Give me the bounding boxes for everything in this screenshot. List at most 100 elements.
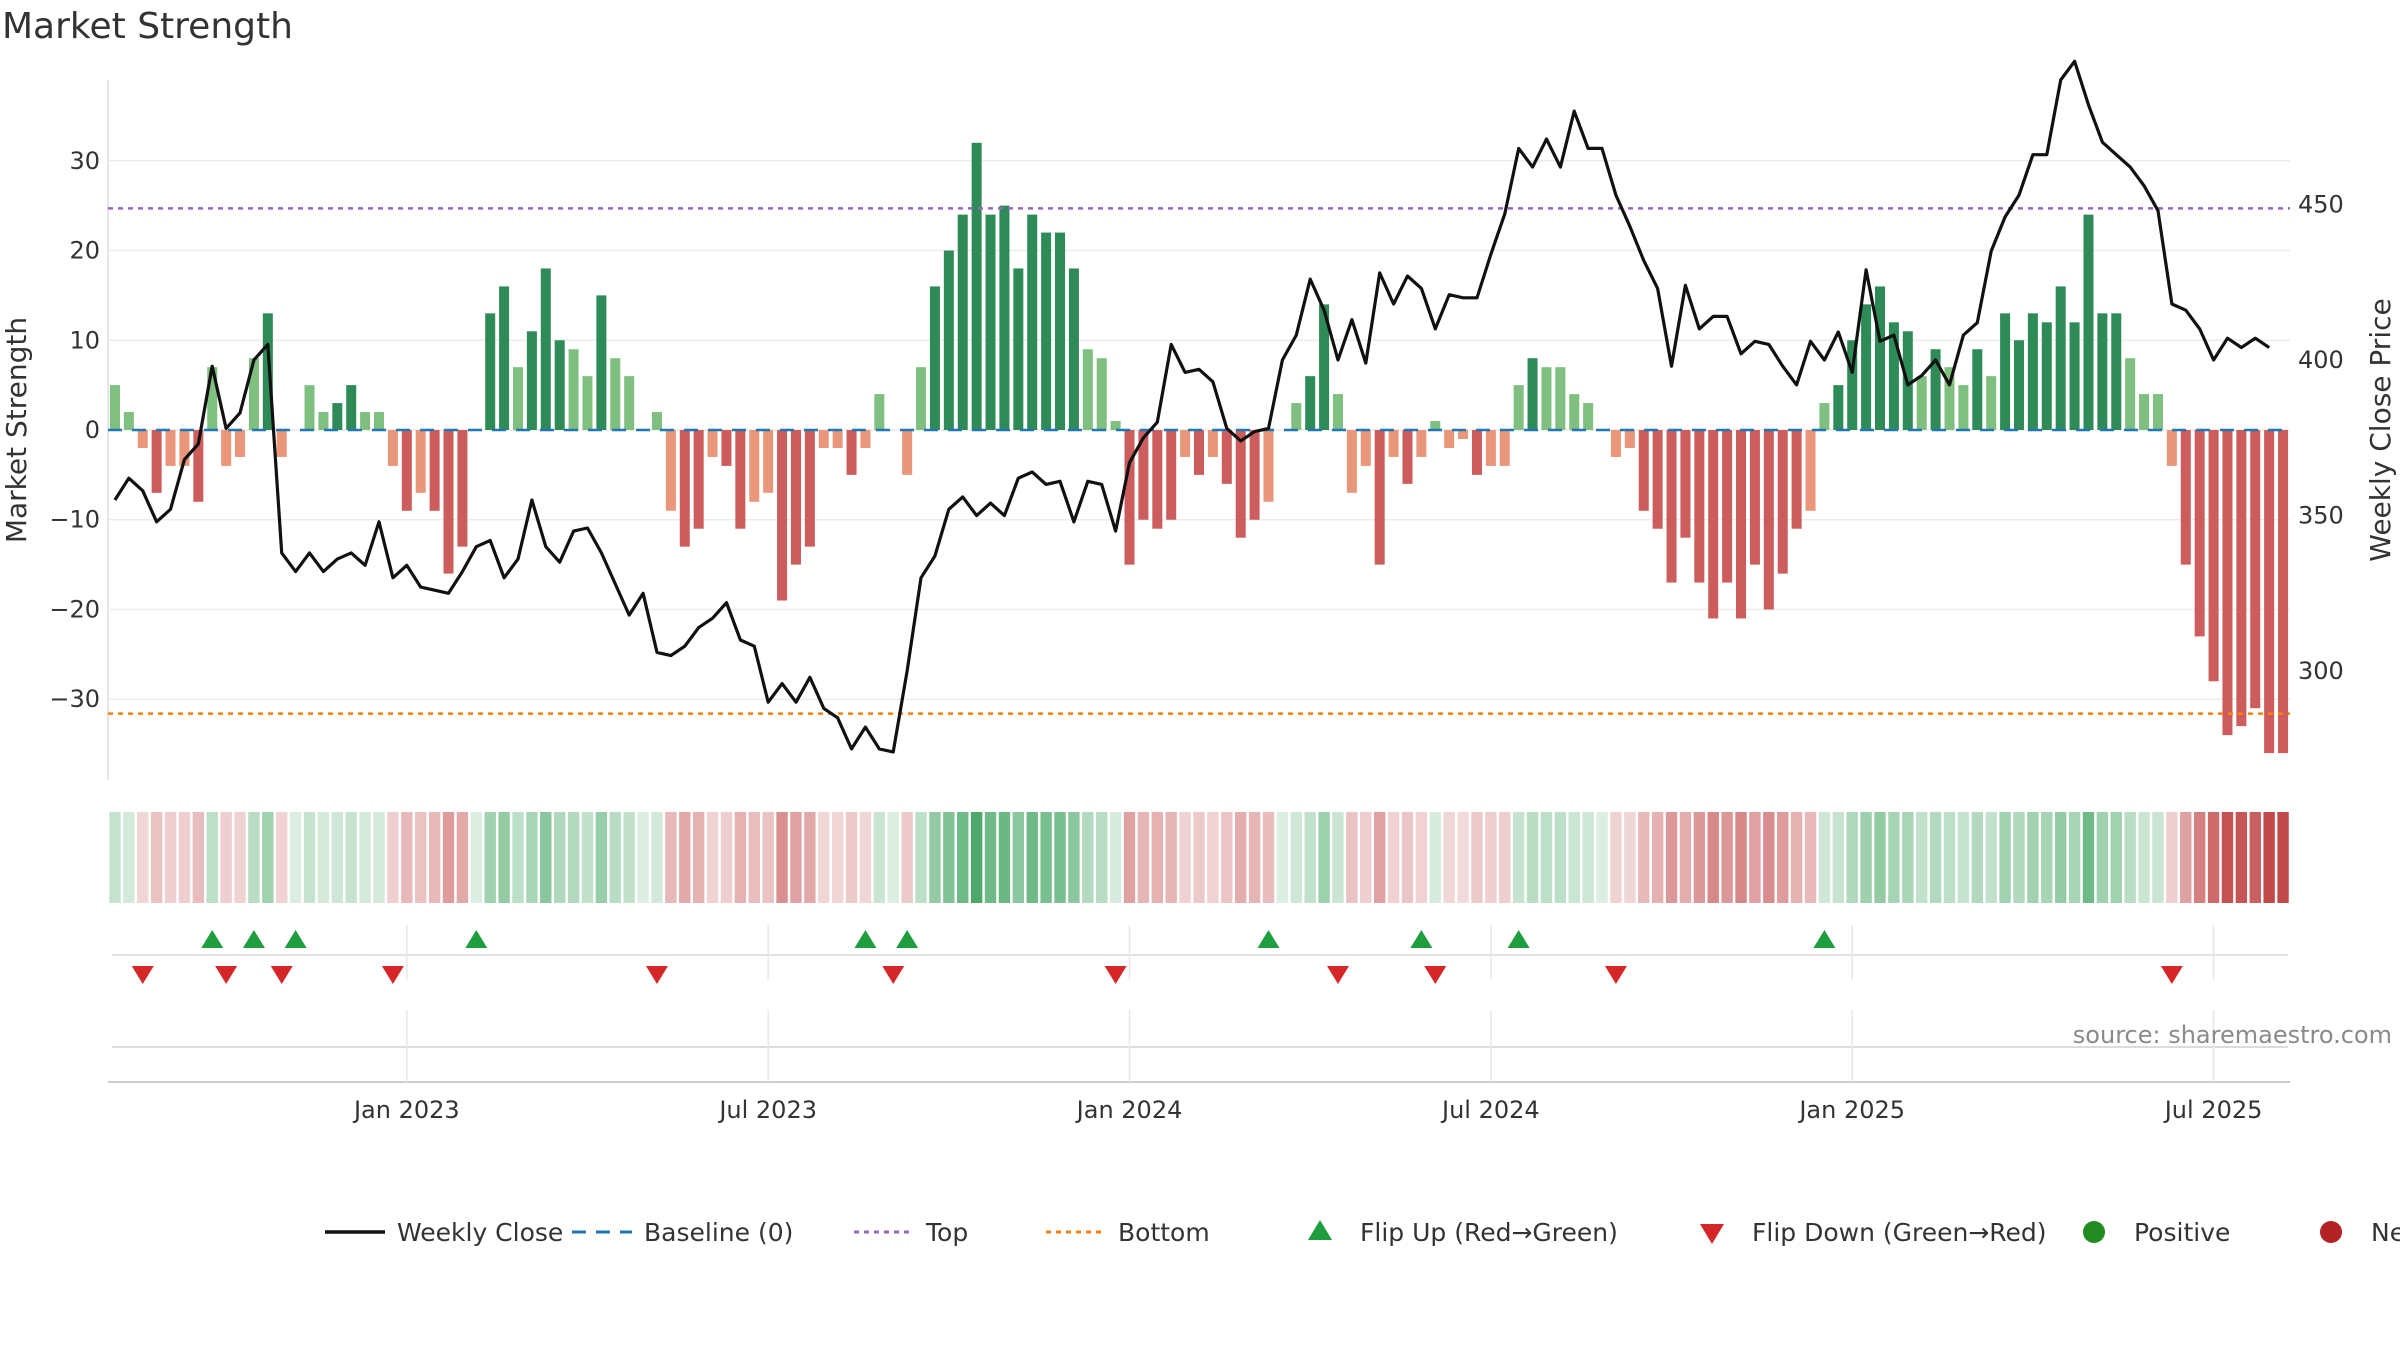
strength-bar [1541,367,1552,430]
strength-bar [707,430,718,457]
strength-bar [1847,340,1858,430]
right-tick-label: 400 [2298,346,2344,374]
heatmap-cell [1248,812,1261,903]
heatmap-cell [929,812,941,903]
strength-bar [1138,430,1149,520]
strength-bar [721,430,732,466]
heatmap-cell [178,812,191,903]
legend-label: Negative [2371,1218,2400,1247]
flip-down-marker [215,966,238,984]
strength-bar [2125,358,2136,430]
strength-bar [916,367,927,430]
strength-bar [374,412,385,430]
heatmap-cell [359,812,371,903]
heatmap-cell [387,812,399,903]
heatmap-cell [470,812,482,903]
heatmap-cell [1957,812,1970,903]
strength-bar [1013,268,1024,430]
heatmap-cell [1638,812,1650,903]
heatmap-cell [553,812,566,903]
heatmap-cell [206,812,218,903]
heatmap-cell [1777,812,1789,903]
flip-up-marker [896,930,919,948]
strength-bar [2236,430,2247,727]
strength-bar [1958,385,1969,430]
strength-bar [790,430,801,565]
flip-up-marker [1813,930,1836,948]
weekly-close-polyline [113,59,2271,754]
strength-bar [651,412,662,430]
legend-label: Flip Down (Green→Red) [1752,1218,2047,1247]
strength-bar [2208,430,2219,682]
heatmap-cell [137,812,149,903]
strength-bar [2222,430,2233,736]
strength-bar [1666,430,1677,583]
heatmap-cell [1387,812,1400,903]
heatmap-cell [2152,812,2164,903]
heatmap-cell [164,812,177,903]
heatmap-cell [1721,812,1733,903]
strength-bar [429,430,440,511]
heatmap-cell [192,812,205,903]
strength-bar [1972,349,1983,430]
right-tick-label: 300 [2298,657,2344,685]
strength-bar [943,250,954,430]
strength-bar [1777,430,1788,574]
strength-bar [1583,403,1594,430]
heatmap-cell [540,812,552,903]
flip-down-marker [882,966,905,984]
heatmap-cell [1360,812,1372,903]
strength-bar [1513,385,1524,430]
heatmap-cell [1346,812,1358,903]
heatmap-cell [567,812,580,903]
heatmap-cell [2068,812,2081,903]
flip-down-marker [1104,966,1127,984]
strength-bar [123,412,134,430]
strength-bar [318,412,329,430]
heatmap-cell [1874,812,1886,903]
heatmap-cell [1512,812,1525,903]
strength-bar [1388,430,1399,457]
strength-bar [985,214,996,430]
heatmap-cell [498,812,510,903]
heatmap-cell [345,812,357,903]
heatmap-cell [1818,812,1831,903]
heatmap-cell [1234,812,1247,903]
left-tick-label: 20 [69,237,100,265]
strength-bar [2069,322,2080,430]
right-axis-ticks: 450 400 350 300 [2298,190,2344,685]
strength-bar [1332,394,1343,430]
heatmap-cell [1082,812,1094,903]
strength-bar [1680,430,1691,538]
heatmap-cell [1888,812,1900,903]
legend-label: Flip Up (Red→Green) [1360,1218,1618,1247]
legend-label: Positive [2134,1218,2230,1247]
flip-markers [112,930,2288,984]
heatmap-cell [1165,812,1177,903]
heatmap-cell [373,812,385,903]
strength-bar [568,349,579,430]
heatmap-cell [1860,812,1872,903]
strength-bar [540,268,551,430]
strength-bar [1875,286,1886,430]
strength-bar [512,367,523,430]
flip-up-marker [1507,930,1530,948]
left-tick-label: 10 [69,326,100,354]
strength-bar [415,430,426,493]
heatmap-cell [1457,812,1469,903]
heatmap-cell [1568,812,1580,903]
strength-bar [2139,394,2150,430]
heatmap-cell [1040,812,1052,903]
strength-bar [1082,349,1093,430]
strength-bar [1791,430,1802,529]
heatmap-cell [831,812,844,903]
strength-bar [874,394,885,430]
strength-bar [499,286,510,430]
heatmap-cell [1068,812,1080,903]
strength-bar [346,385,357,430]
strength-bar [2000,313,2011,430]
strength-bar [1624,430,1635,448]
strength-bar [1833,385,1844,430]
heatmap-cell [484,812,496,903]
flip-down-marker [2160,966,2183,984]
